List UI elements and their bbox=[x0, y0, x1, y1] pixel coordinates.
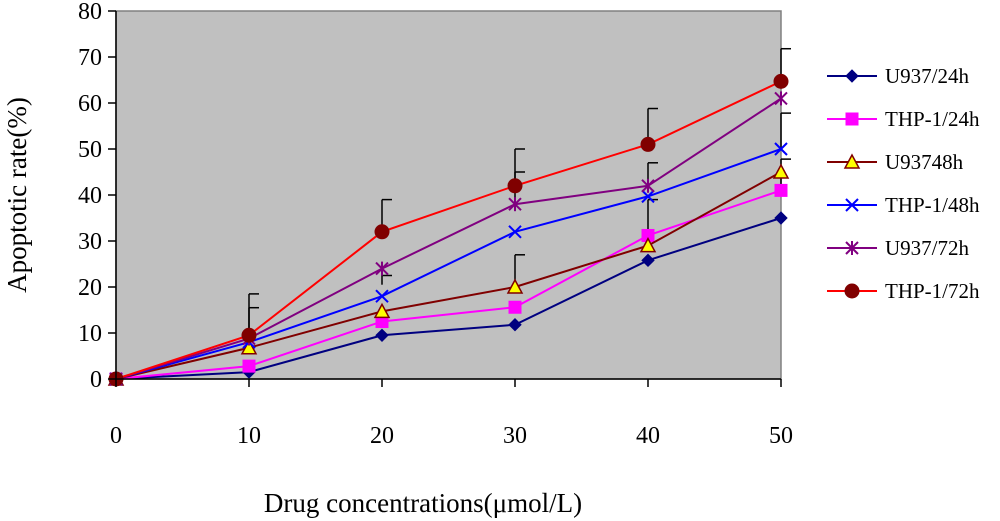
data-point bbox=[242, 359, 256, 373]
data-point bbox=[641, 178, 655, 193]
x-tick-label: 10 bbox=[237, 423, 261, 449]
legend-label: THP-1/72h bbox=[885, 279, 980, 303]
series-line bbox=[115, 148, 782, 380]
legend-item: THP-1/24h bbox=[827, 107, 980, 131]
data-point bbox=[506, 278, 524, 294]
y-axis-title: Apoptotic rate(%) bbox=[2, 97, 32, 293]
data-point bbox=[375, 289, 389, 303]
legend-label: U93748h bbox=[885, 150, 964, 174]
y-tick-label: 70 bbox=[78, 45, 102, 71]
marker-stroke bbox=[375, 289, 389, 303]
y-tick-label: 40 bbox=[78, 183, 102, 209]
series-line bbox=[115, 189, 782, 380]
data-point bbox=[373, 302, 391, 319]
data-point bbox=[508, 225, 522, 239]
legend-marker bbox=[845, 198, 859, 212]
y-ticks: 0 10 20 30 40 50 60 70 80 bbox=[78, 0, 116, 393]
data-point bbox=[639, 237, 657, 253]
data-point bbox=[772, 163, 790, 179]
legend-marker bbox=[845, 69, 859, 83]
series-line bbox=[115, 80, 782, 380]
series-group bbox=[107, 73, 790, 387]
y-tick-label: 20 bbox=[78, 275, 102, 301]
data-point bbox=[508, 318, 522, 332]
y-tick-label: 60 bbox=[78, 91, 102, 117]
data-point bbox=[774, 211, 788, 225]
data-point bbox=[508, 300, 522, 314]
data-point bbox=[640, 136, 656, 152]
x-tick-label: 0 bbox=[110, 423, 122, 449]
x-tick-label: 50 bbox=[769, 423, 793, 449]
legend-item: U93748h bbox=[827, 150, 964, 174]
marker-stroke bbox=[774, 142, 788, 156]
legend-item: THP-1/48h bbox=[827, 193, 980, 217]
legend-item: U937/72h bbox=[827, 236, 970, 260]
x-tick-label: 20 bbox=[370, 423, 394, 449]
legend-label: THP-1/24h bbox=[885, 107, 980, 131]
x-axis-title: Drug concentrations(μmol/L) bbox=[264, 488, 582, 518]
marker-stroke bbox=[641, 189, 655, 204]
y-tick-label: 0 bbox=[90, 367, 102, 393]
data-point bbox=[240, 339, 258, 355]
data-point bbox=[241, 327, 257, 343]
data-point bbox=[375, 328, 389, 343]
data-point bbox=[641, 253, 655, 268]
data-point bbox=[773, 73, 789, 89]
legend-marker bbox=[845, 112, 859, 126]
legend-label: U937/72h bbox=[885, 236, 970, 260]
x-tick-label: 40 bbox=[636, 423, 660, 449]
data-point bbox=[774, 91, 788, 106]
y-tick-label: 30 bbox=[78, 229, 102, 255]
data-point bbox=[507, 178, 523, 194]
y-tick-label: 50 bbox=[78, 137, 102, 163]
data-point bbox=[774, 183, 788, 197]
data-point bbox=[641, 189, 655, 204]
legend-item: THP-1/72h bbox=[827, 279, 980, 303]
legend: U937/24h THP-1/24h U93748h THP-1/48h U937/72… bbox=[827, 64, 980, 303]
data-point bbox=[374, 224, 390, 240]
series-THP-1/72h bbox=[108, 73, 789, 387]
legend-marker bbox=[843, 153, 861, 169]
legend-label: THP-1/48h bbox=[885, 193, 980, 217]
legend-label: U937/24h bbox=[885, 64, 970, 88]
x-tick-label: 30 bbox=[503, 423, 527, 449]
series-line bbox=[115, 171, 782, 380]
y-tick-label: 80 bbox=[78, 0, 102, 25]
marker-stroke bbox=[845, 198, 859, 212]
legend-item: U937/24h bbox=[827, 64, 970, 88]
data-point bbox=[508, 197, 522, 212]
plot-area bbox=[115, 10, 782, 380]
series-line bbox=[115, 217, 782, 380]
marker-stroke bbox=[508, 225, 522, 239]
data-point bbox=[375, 261, 389, 276]
legend-marker bbox=[844, 283, 860, 299]
legend-marker bbox=[845, 241, 859, 255]
series-line bbox=[115, 97, 782, 380]
x-ticks: 0 10 20 30 40 50 bbox=[110, 379, 793, 449]
y-tick-label: 10 bbox=[78, 321, 102, 347]
data-point bbox=[774, 142, 788, 156]
